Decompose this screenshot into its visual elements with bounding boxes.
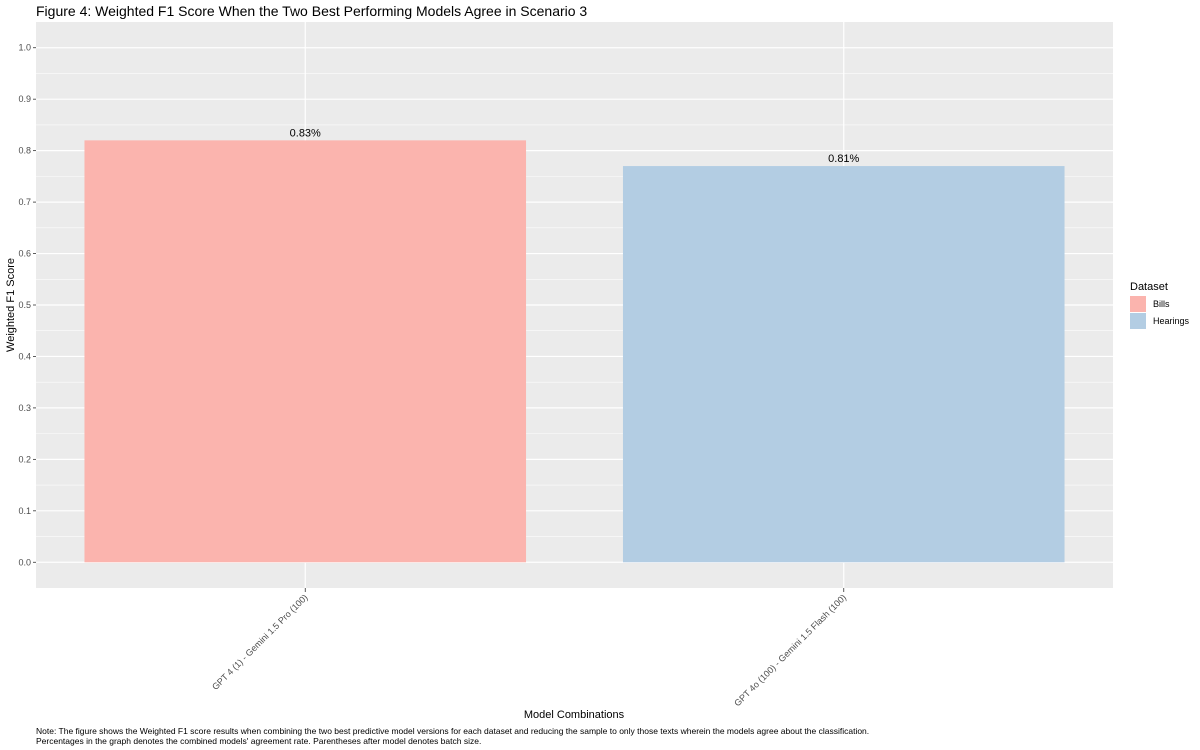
legend-title: Dataset bbox=[1130, 281, 1168, 293]
y-tick-label: 0.4 bbox=[18, 351, 31, 361]
figure-note: Note: The figure shows the Weighted F1 s… bbox=[36, 726, 1186, 746]
bar-data-label: 0.81% bbox=[828, 153, 859, 165]
bars bbox=[84, 140, 1065, 563]
y-tick-label: 0.1 bbox=[18, 506, 31, 516]
y-tick-label: 1.0 bbox=[18, 43, 31, 53]
y-tick-label: 0.6 bbox=[18, 249, 31, 259]
x-axis-title: Model Combinations bbox=[524, 709, 625, 721]
note-line-1: Note: The figure shows the Weighted F1 s… bbox=[36, 726, 870, 736]
bar bbox=[622, 166, 1065, 563]
legend: Dataset Bills Hearings bbox=[1130, 281, 1190, 329]
chart-title: Figure 4: Weighted F1 Score When the Two… bbox=[36, 3, 587, 19]
bar bbox=[84, 140, 527, 563]
legend-label: Bills bbox=[1153, 299, 1170, 309]
legend-swatch bbox=[1130, 296, 1146, 312]
x-tick-label: GPT 4 (1) - Gemini 1.5 Pro (100) bbox=[210, 592, 310, 692]
legend-swatch bbox=[1130, 313, 1146, 329]
x-axis-ticks: GPT 4 (1) - Gemini 1.5 Pro (100) GPT 4o (… bbox=[210, 588, 848, 708]
y-axis-title: Weighted F1 Score bbox=[5, 258, 17, 352]
y-tick-label: 0.0 bbox=[18, 557, 31, 567]
y-tick-label: 0.2 bbox=[18, 454, 31, 464]
x-tick-label: GPT 4o (100) - Gemini 1.5 Flash (100) bbox=[732, 592, 848, 708]
y-tick-label: 0.8 bbox=[18, 146, 31, 156]
y-axis-ticks: 0.0 0.1 0.2 0.3 0.4 0.5 0.6 0.7 0.8 0.9 1.0 bbox=[18, 43, 36, 567]
y-tick-label: 0.7 bbox=[18, 197, 31, 207]
bar-data-label: 0.83% bbox=[290, 127, 321, 139]
y-tick-label: 0.3 bbox=[18, 403, 31, 413]
note-line-2: Percentages in the graph denotes the com… bbox=[36, 736, 482, 746]
bar-labels: 0.83% 0.81% bbox=[290, 127, 860, 165]
legend-label: Hearings bbox=[1153, 316, 1190, 326]
y-tick-label: 0.5 bbox=[18, 300, 31, 310]
y-tick-label: 0.9 bbox=[18, 94, 31, 104]
